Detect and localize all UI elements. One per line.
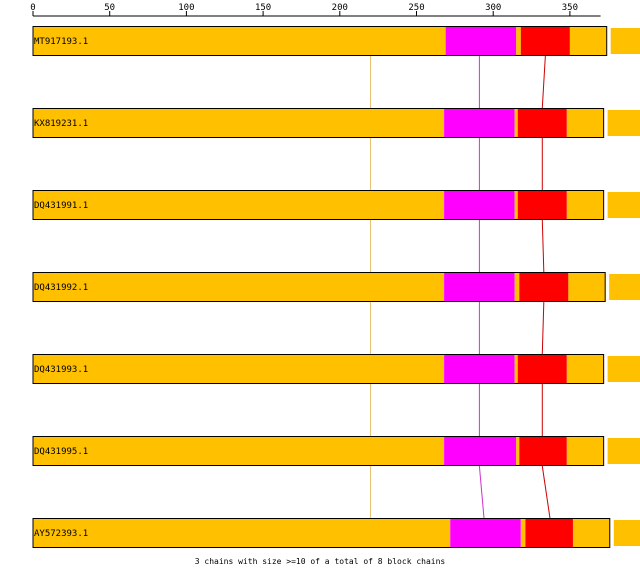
sequence-continuation — [613, 520, 640, 546]
sequence-block — [517, 108, 567, 138]
sequence-block — [33, 190, 445, 220]
sequence-block — [566, 354, 604, 384]
block-link — [541, 301, 545, 355]
sequence-outline — [32, 436, 605, 466]
block-link — [478, 465, 485, 519]
sequence-block — [33, 26, 446, 56]
sequence-block — [569, 26, 607, 56]
block-link — [541, 219, 545, 273]
sequence-track: DQ431995.1 — [32, 436, 640, 466]
sequence-block — [566, 436, 604, 466]
sequence-block — [525, 518, 573, 548]
sequence-block — [514, 354, 518, 384]
sequence-block — [516, 436, 520, 466]
sequence-block — [450, 518, 521, 548]
sequence-block — [514, 108, 518, 138]
axis-tick-label: 350 — [562, 3, 578, 13]
sequence-block — [444, 108, 515, 138]
sequence-block — [444, 272, 515, 302]
sequence-outline — [32, 190, 605, 220]
sequence-continuation — [610, 28, 640, 54]
sequence-track: MT917193.1 — [32, 26, 640, 56]
sequence-track: DQ431993.1 — [32, 354, 640, 384]
sequence-tracks: MT917193.1 KX819231.1 DQ431991.1 DQ431992.1… — [32, 26, 640, 548]
axis-tick-label: 0 — [30, 3, 35, 13]
sequence-block — [514, 272, 520, 302]
axis-tick-label: 200 — [332, 3, 348, 13]
axis-tick-label: 50 — [104, 3, 115, 13]
sequence-label: AY572393.1 — [34, 529, 88, 539]
sequence-block — [514, 190, 518, 220]
sequence-track: AY572393.1 — [32, 518, 640, 548]
block-links — [369, 55, 551, 519]
sequence-label: DQ431991.1 — [34, 201, 88, 211]
sequence-block — [445, 26, 517, 56]
sequence-label: MT917193.1 — [34, 37, 88, 47]
sequence-block — [516, 26, 521, 56]
sequence-track: KX819231.1 — [32, 108, 640, 138]
sequence-block — [520, 26, 570, 56]
sequence-outline — [32, 354, 605, 384]
sequence-track: DQ431992.1 — [32, 272, 640, 302]
sequence-outline — [32, 26, 608, 56]
sequence-label: DQ431992.1 — [34, 283, 88, 293]
sequence-block — [33, 272, 445, 302]
sequence-block — [519, 272, 569, 302]
block-link — [541, 55, 546, 109]
sequence-outline — [32, 108, 605, 138]
position-axis: 0 50 100 150 200 250 300 350 — [30, 3, 601, 17]
footer-summary: 3 chains with size >=10 of a total of 8 … — [195, 557, 446, 566]
sequence-block — [444, 354, 515, 384]
sequence-block — [33, 108, 445, 138]
sequence-block — [566, 190, 604, 220]
sequence-label: DQ431995.1 — [34, 447, 88, 457]
sequence-outline — [32, 518, 611, 548]
sequence-continuation — [607, 356, 640, 382]
axis-tick-label: 250 — [408, 3, 424, 13]
block-link — [541, 465, 551, 519]
sequence-label: DQ431993.1 — [34, 365, 88, 375]
axis-tick-label: 150 — [255, 3, 271, 13]
sequence-block — [566, 108, 604, 138]
sequence-block — [33, 436, 445, 466]
sequence-label: KX819231.1 — [34, 119, 88, 129]
sequence-block — [519, 436, 567, 466]
sequence-continuation — [607, 110, 640, 136]
sequence-block — [517, 354, 567, 384]
sequence-block — [572, 518, 610, 548]
sequence-track: DQ431991.1 — [32, 190, 640, 220]
sequence-outline — [32, 272, 606, 302]
sequence-continuation — [607, 192, 640, 218]
sequence-block — [444, 190, 515, 220]
sequence-block — [444, 436, 517, 466]
sequence-block — [568, 272, 606, 302]
axis-tick-label: 100 — [178, 3, 194, 13]
sequence-continuation — [609, 274, 640, 300]
sequence-block — [33, 354, 445, 384]
sequence-continuation — [607, 438, 640, 464]
sequence-block — [520, 518, 526, 548]
axis-tick-label: 300 — [485, 3, 501, 13]
sequence-block — [517, 190, 567, 220]
sequence-block — [33, 518, 451, 548]
